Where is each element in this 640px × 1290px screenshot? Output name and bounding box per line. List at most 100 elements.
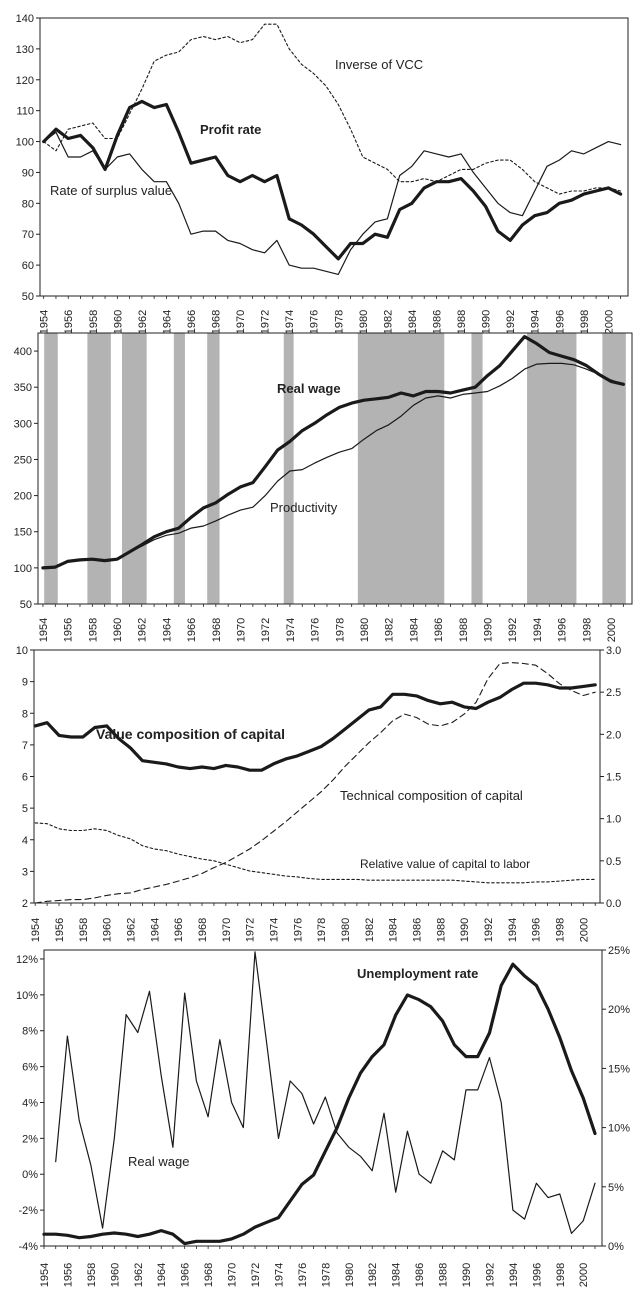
x-tick-label: 1962	[126, 918, 138, 942]
recession-band	[527, 333, 577, 604]
y2-tick-label: 15%	[608, 1063, 630, 1075]
x-tick-label: 1988	[458, 618, 470, 642]
x-tick-label: 1990	[459, 918, 471, 942]
x-tick-label: 1956	[63, 310, 75, 334]
y-tick-label: -4%	[18, 1241, 38, 1253]
x-tick-label: 1954	[39, 310, 51, 334]
x-tick-label: 1974	[284, 310, 296, 334]
x-tick-label: 2000	[603, 310, 615, 334]
recession-band	[471, 333, 483, 604]
x-tick-label: 2000	[578, 1263, 590, 1287]
y-tick-label: 140	[16, 13, 34, 25]
y-tick-label: 10%	[16, 990, 38, 1002]
x-tick-label: 1954	[38, 618, 50, 642]
x-tick-label: 1958	[78, 918, 90, 942]
series-label-value-comp: Value composition of capital	[96, 726, 285, 742]
x-tick-label: 1996	[557, 618, 569, 642]
x-tick-label: 1970	[227, 1263, 239, 1287]
plot-frame	[39, 17, 629, 297]
x-tick-label: 1994	[530, 310, 542, 334]
series-line-rate-of-surplus-value	[43, 131, 622, 275]
x-tick-label: 1986	[411, 918, 423, 942]
x-tick-label: 1956	[54, 918, 66, 942]
x-tick-label: 1988	[438, 1263, 450, 1287]
series-label-inverse-vcc: Inverse of VCC	[335, 57, 423, 72]
x-tick-label: 1972	[250, 1263, 262, 1287]
series-line-relative-value-of-capital-to-labor	[34, 822, 596, 884]
x-tick-label: 1964	[156, 1263, 168, 1287]
x-tick-label: 1980	[344, 1263, 356, 1287]
x-tick-label: 1998	[579, 310, 591, 334]
y-tick-label: 4	[22, 835, 28, 847]
series-label-relative-value: Relative value of capital to labor	[360, 857, 530, 871]
x-tick-label: 1960	[112, 310, 124, 334]
x-tick-label: 1988	[435, 918, 447, 942]
recession-band	[357, 333, 445, 604]
y-tick-label: 60	[22, 260, 34, 272]
x-tick-label: 1970	[221, 918, 233, 942]
y2-tick-label: 20%	[608, 1004, 630, 1016]
y2-tick-label: 2.0	[606, 729, 621, 741]
y2-tick-label: 3.0	[606, 645, 621, 657]
x-tick-label: 1962	[137, 618, 149, 642]
y-tick-label: 100	[14, 563, 32, 575]
x-tick-label: 1966	[186, 618, 198, 642]
x-tick-label: 1958	[87, 618, 99, 642]
y-tick-label: 350	[14, 382, 32, 394]
x-tick-label: 1960	[102, 918, 114, 942]
series-line-value-composition-of-capital	[33, 681, 597, 772]
y-tick-label: 3	[22, 866, 28, 878]
y-tick-label: 0%	[22, 1169, 38, 1181]
recession-bands	[44, 333, 626, 604]
x-tick-label: 1968	[211, 310, 223, 334]
x-tick-label: 1982	[382, 310, 394, 334]
series-label-profit-rate: Profit rate	[200, 122, 261, 137]
x-tick-label: 1990	[481, 310, 493, 334]
y2-tick-label: 25%	[608, 945, 630, 957]
x-tick-label: 1996	[531, 1263, 543, 1287]
x-tick-label: 1984	[388, 918, 400, 942]
y-tick-label: 9	[22, 677, 28, 689]
x-tick-label: 1974	[285, 618, 297, 642]
y-tick-label: 150	[14, 527, 32, 539]
x-tick-label: 1994	[508, 1263, 520, 1287]
chart-unemployment-real-wage: Unemployment rate Real wage -4% -2% 0% 2% 4%…	[16, 945, 630, 1287]
recession-band	[87, 333, 111, 604]
x-tick-label: 1998	[554, 918, 566, 942]
recession-band	[44, 333, 58, 604]
series-label-unemployment: Unemployment rate	[357, 966, 478, 981]
y-tick-label: 100	[16, 137, 34, 149]
chart-composition-of-capital: Value composition of capital Technical c…	[16, 645, 622, 942]
y2-tick-label: 1.0	[606, 814, 621, 826]
x-tick-label: 1978	[333, 310, 345, 334]
x-tick-label: 1970	[236, 618, 248, 642]
y2-tick-label: 1.5	[606, 772, 621, 784]
y-tick-label: 80	[22, 198, 34, 210]
x-tick-label: 1998	[555, 1263, 567, 1287]
x-tick-label: 1988	[456, 310, 468, 334]
y-tick-label: 8	[22, 708, 28, 720]
x-tick-label: 1964	[149, 918, 161, 942]
series-line-profit-rate	[42, 99, 623, 261]
y-tick-label: 4%	[22, 1097, 38, 1109]
x-tick-label: 1986	[433, 618, 445, 642]
x-tick-label: 1992	[505, 310, 517, 334]
x-tick-label: 1964	[161, 618, 173, 642]
y-tick-label: 50	[20, 599, 32, 611]
y-tick-label: 130	[16, 44, 34, 56]
series-label-rate-surplus: Rate of surplus value	[50, 183, 172, 198]
x-tick-label: 1980	[358, 310, 370, 334]
x-tick-label: 1994	[532, 618, 544, 642]
x-tick-label: 1966	[186, 310, 198, 334]
x-tick-label: 1958	[88, 310, 100, 334]
y-tick-label: 300	[14, 418, 32, 430]
recession-band	[207, 333, 220, 604]
x-tick-label: 1978	[316, 918, 328, 942]
y2-tick-label: 2.5	[606, 687, 621, 699]
x-tick-label: 1990	[483, 618, 495, 642]
x-tick-label: 1968	[197, 918, 209, 942]
y-tick-label: 8%	[22, 1026, 38, 1038]
y-tick-label: 90	[22, 167, 34, 179]
x-tick-label: 1976	[292, 918, 304, 942]
x-tick-label: 1976	[297, 1263, 309, 1287]
